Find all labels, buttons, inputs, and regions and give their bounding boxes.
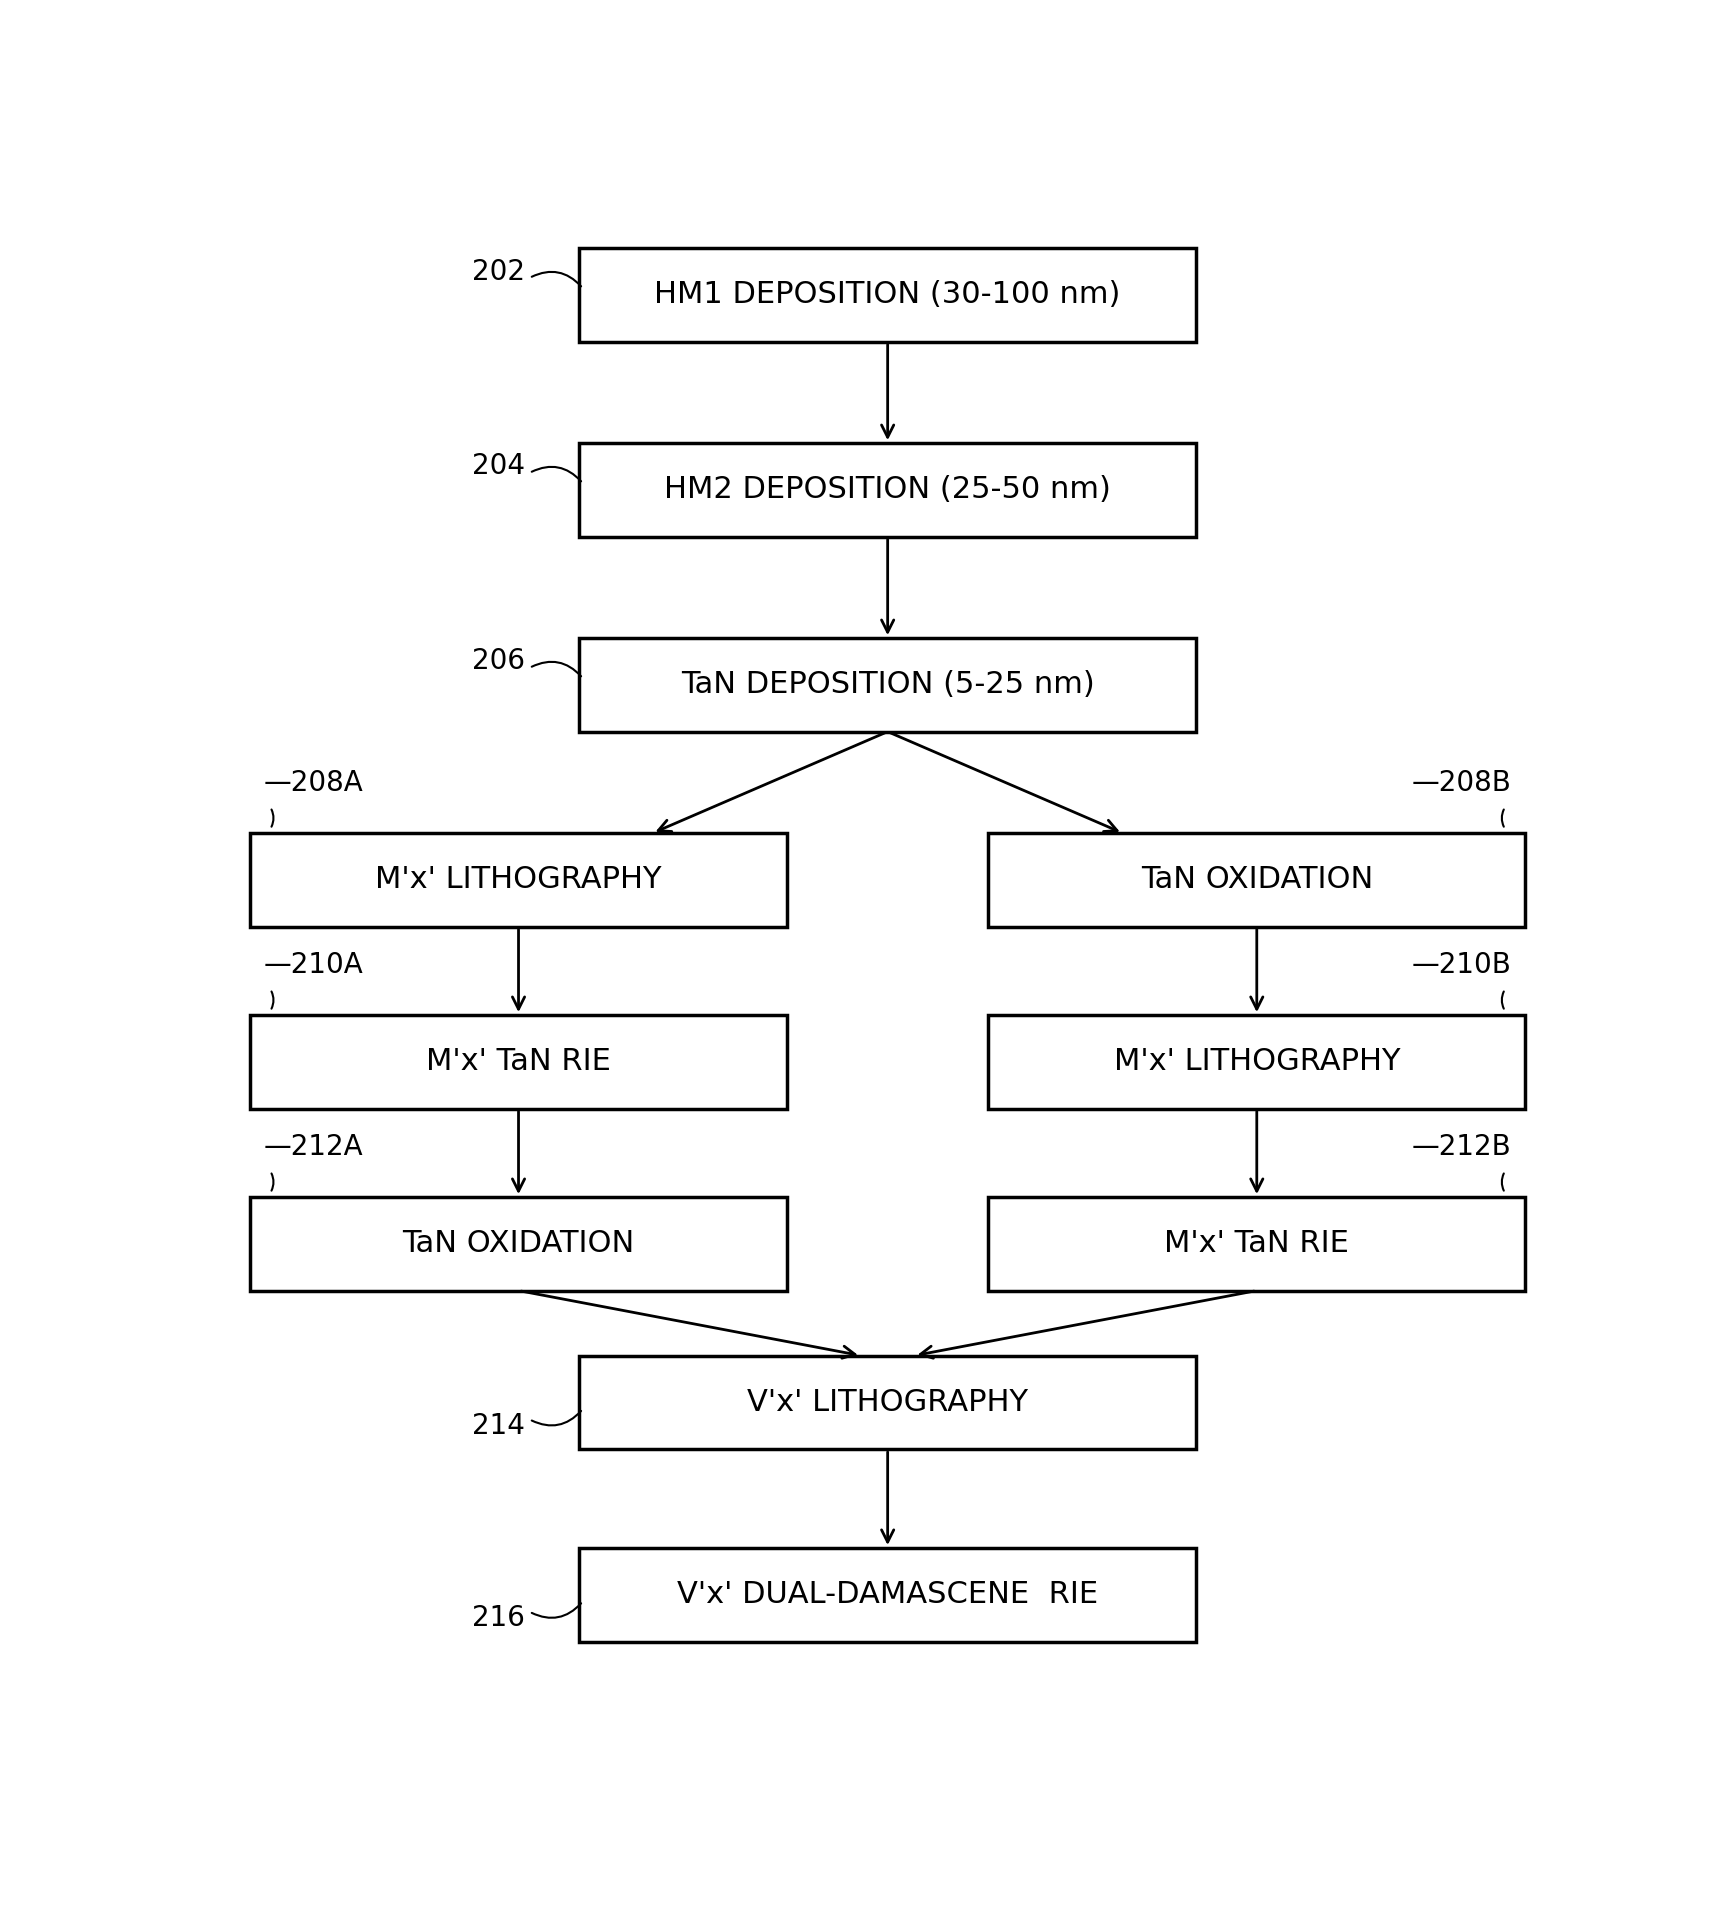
Bar [249,1198,786,1291]
Text: V'x' DUAL-DAMASCENE  RIE: V'x' DUAL-DAMASCENE RIE [677,1581,1098,1609]
Bar [578,1357,1197,1448]
Bar [578,638,1197,732]
Text: 202: 202 [473,257,525,285]
Text: TaN DEPOSITION (5-25 nm): TaN DEPOSITION (5-25 nm) [681,671,1095,699]
Text: V'x' LITHOGRAPHY: V'x' LITHOGRAPHY [746,1387,1029,1416]
Bar [989,833,1526,927]
Text: —208A: —208A [263,768,364,797]
Text: M'x' TaN RIE: M'x' TaN RIE [426,1048,611,1077]
Text: M'x' LITHOGRAPHY: M'x' LITHOGRAPHY [1114,1048,1399,1077]
Text: M'x' TaN RIE: M'x' TaN RIE [1164,1230,1349,1259]
Text: 216: 216 [473,1604,525,1632]
Bar [989,1015,1526,1109]
Text: —212B: —212B [1412,1132,1512,1161]
Text: —210B: —210B [1412,950,1512,979]
Bar [249,1015,786,1109]
Bar [578,1548,1197,1642]
Text: TaN OXIDATION: TaN OXIDATION [1141,866,1373,895]
Text: —210A: —210A [263,950,364,979]
Text: —208B: —208B [1412,768,1512,797]
Bar [249,833,786,927]
Bar [989,1198,1526,1291]
Text: HM2 DEPOSITION (25-50 nm): HM2 DEPOSITION (25-50 nm) [663,475,1112,504]
Text: TaN OXIDATION: TaN OXIDATION [402,1230,634,1259]
Text: M'x' LITHOGRAPHY: M'x' LITHOGRAPHY [376,866,662,895]
Text: 206: 206 [473,648,525,676]
Text: HM1 DEPOSITION (30-100 nm): HM1 DEPOSITION (30-100 nm) [655,280,1121,308]
Bar [578,443,1197,536]
Text: 214: 214 [473,1412,525,1439]
Bar [578,247,1197,341]
Text: —212A: —212A [263,1132,364,1161]
Text: 204: 204 [473,452,525,481]
